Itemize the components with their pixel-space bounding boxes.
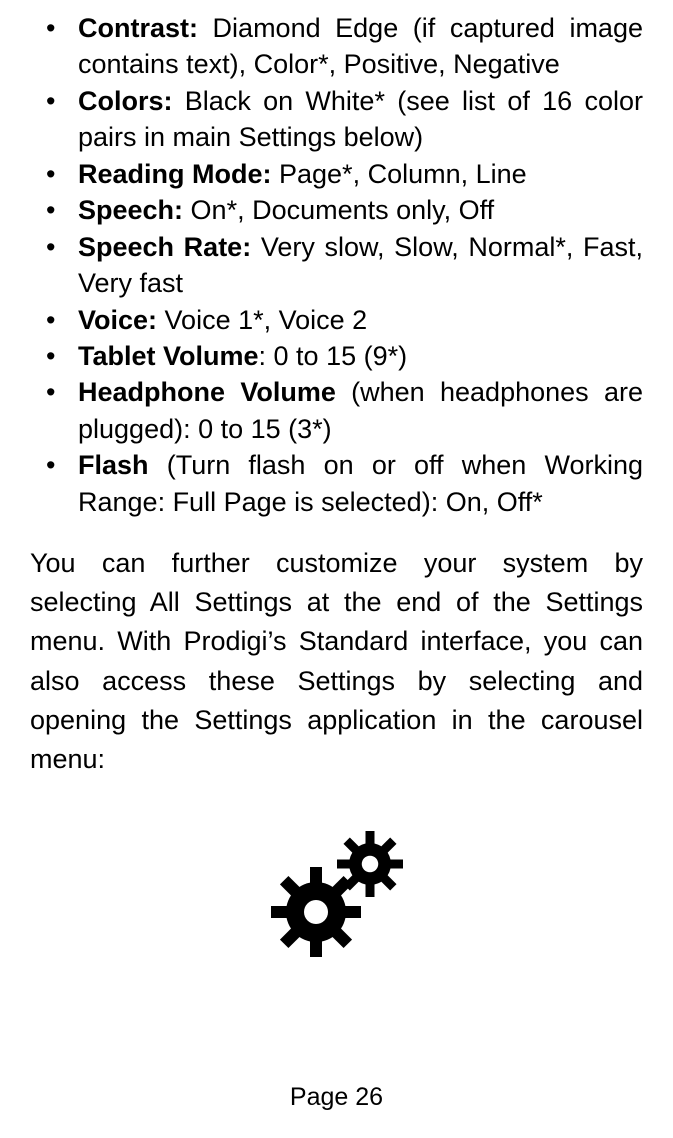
setting-label: Contrast: xyxy=(78,13,198,43)
list-item: Speech: On*, Documents only, Off xyxy=(30,192,643,228)
list-item: Colors: Black on White* (see list of 16 … xyxy=(30,83,643,156)
page-number: Page 26 xyxy=(30,1083,643,1118)
setting-label: Headphone Volume xyxy=(78,377,336,407)
setting-value: On*, Documents only, Off xyxy=(183,195,494,225)
list-item: Voice: Voice 1*, Voice 2 xyxy=(30,302,643,338)
list-item: Headphone Volume (when headphones are pl… xyxy=(30,374,643,447)
list-item: Contrast: Diamond Edge (if captured imag… xyxy=(30,10,643,83)
setting-value: (Turn flash on or off when Working Range… xyxy=(78,450,643,516)
settings-bullet-list: Contrast: Diamond Edge (if captured imag… xyxy=(30,10,643,520)
body-paragraph: You can further customize your system by… xyxy=(30,544,643,779)
setting-label: Speech Rate: xyxy=(78,232,251,262)
setting-label: Flash xyxy=(78,450,149,480)
setting-value: Page*, Column, Line xyxy=(272,159,527,189)
setting-label: Colors: xyxy=(78,86,173,116)
settings-gears-icon xyxy=(262,956,412,973)
setting-label: Speech: xyxy=(78,195,183,225)
setting-value: Voice 1*, Voice 2 xyxy=(157,305,367,335)
setting-label: Voice: xyxy=(78,305,157,335)
setting-label: Tablet Volume xyxy=(78,341,259,371)
list-item: Flash (Turn flash on or off when Working… xyxy=(30,447,643,520)
list-item: Speech Rate: Very slow, Slow, Normal*, F… xyxy=(30,229,643,302)
settings-icon-container xyxy=(30,819,643,974)
setting-label: Reading Mode: xyxy=(78,159,272,189)
list-item: Reading Mode: Page*, Column, Line xyxy=(30,156,643,192)
setting-value: : 0 to 15 (9*) xyxy=(259,341,408,371)
list-item: Tablet Volume: 0 to 15 (9*) xyxy=(30,338,643,374)
document-page: Contrast: Diamond Edge (if captured imag… xyxy=(0,0,673,1138)
